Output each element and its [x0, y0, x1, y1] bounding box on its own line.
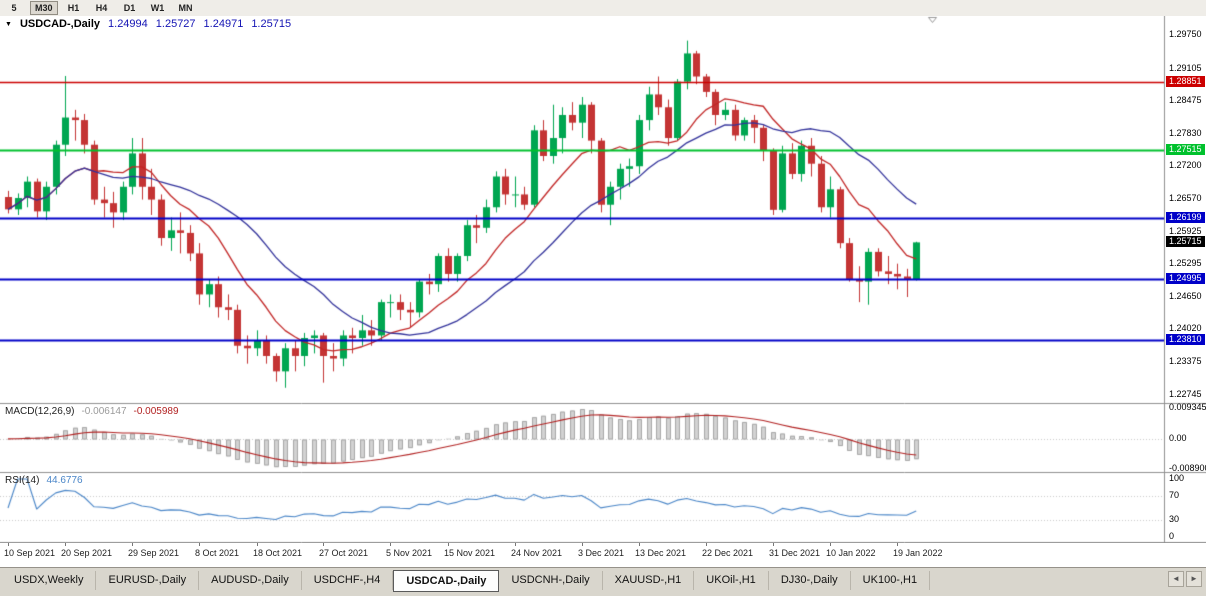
time-axis-label: 13 Dec 2021	[635, 548, 687, 558]
timeframe-button-m30[interactable]: M30	[30, 1, 58, 15]
price-axis-tick: 1.26570	[1169, 193, 1202, 203]
timeframe-toolbar: 5 M30 H1 H4 D1 W1 MN	[0, 0, 1206, 16]
tab-scroll-left-icon[interactable]: ◄	[1168, 571, 1184, 587]
time-axis-label: 10 Jan 2022	[826, 548, 876, 558]
price-level-badge: 1.27515	[1166, 144, 1205, 155]
price-axis-tick: 1.23375	[1169, 356, 1202, 366]
time-axis-tick	[257, 543, 258, 546]
macd-axis-tick: 0.009345	[1169, 402, 1206, 412]
macd-main-value: -0.006147	[81, 406, 127, 417]
timeframe-button-h4[interactable]: H4	[95, 3, 108, 13]
time-axis-tick	[132, 543, 133, 546]
ohlc-low: 1.24971	[203, 18, 244, 30]
tab-scroll-right-icon[interactable]: ►	[1186, 571, 1202, 587]
time-axis-label: 10 Sep 2021	[4, 548, 56, 558]
time-axis-label: 22 Dec 2021	[702, 548, 754, 558]
ohlc-open: 1.24994	[108, 18, 148, 30]
timeframe-button-mn[interactable]: MN	[178, 3, 193, 13]
macd-axis-tick: 0.00	[1169, 433, 1187, 443]
time-axis-tick	[515, 543, 516, 546]
rsi-axis-tick: 30	[1169, 514, 1180, 524]
time-axis-tick	[897, 543, 898, 546]
price-axis-tick: 1.28475	[1169, 95, 1202, 105]
chart-symbol-label: USDCAD-,Daily	[19, 18, 101, 30]
macd-axis-tick: -0.008900	[1169, 463, 1206, 473]
rsi-value: 44.6776	[46, 475, 83, 486]
price-axis[interactable]: 1.29750 1.29105 1.28475 1.27830 1.27200 1.265…	[1165, 16, 1206, 543]
chart-tab-xauusd-h1[interactable]: XAUUSD-,H1	[603, 571, 695, 590]
price-axis-tick: 1.25925	[1169, 226, 1202, 236]
time-axis-tick	[639, 543, 640, 546]
time-axis-label: 18 Oct 2021	[253, 548, 303, 558]
price-axis-tick: 1.25295	[1169, 258, 1202, 268]
time-axis-tick	[830, 543, 831, 546]
chart-tab-audusd-daily[interactable]: AUDUSD-,Daily	[199, 571, 302, 590]
timeframe-button-h1[interactable]: H1	[67, 3, 80, 13]
rsi-axis-tick: 100	[1169, 473, 1185, 483]
time-axis-tick	[582, 543, 583, 546]
tab-scroll-controls: ◄ ►	[1168, 571, 1202, 587]
price-axis-tick: 1.24650	[1169, 291, 1202, 301]
chart-tab-uk100-h1[interactable]: UK100-,H1	[851, 571, 931, 590]
price-level-badge: 1.26199	[1166, 212, 1205, 223]
current-price-badge: 1.25715	[1166, 236, 1205, 247]
price-axis-tick: 1.24020	[1169, 323, 1202, 333]
chart-tab-usdchf-h4[interactable]: USDCHF-,H4	[302, 571, 394, 590]
time-axis-tick	[773, 543, 774, 546]
time-axis-label: 8 Oct 2021	[195, 548, 240, 558]
time-axis-label: 15 Nov 2021	[444, 548, 496, 558]
time-axis-label: 5 Nov 2021	[386, 548, 433, 558]
time-axis-tick	[390, 543, 391, 546]
chart-menu-icon[interactable]: ▼	[5, 20, 12, 28]
chart-tab-eurusd-daily[interactable]: EURUSD-,Daily	[96, 571, 200, 590]
time-axis-tick	[448, 543, 449, 546]
timeframe-button-5[interactable]: 5	[11, 3, 17, 13]
rsi-axis-tick: 0	[1169, 531, 1175, 541]
time-axis-label: 20 Sep 2021	[61, 548, 113, 558]
price-axis-tick: 1.29750	[1169, 29, 1202, 39]
time-axis-tick	[706, 543, 707, 546]
timeframe-button-w1[interactable]: W1	[150, 3, 165, 13]
time-axis-tick	[8, 543, 9, 546]
ohlc-high: 1.25727	[155, 18, 196, 30]
rsi-indicator-label: RSI(14) 44.6776	[5, 475, 83, 486]
time-axis-label: 24 Nov 2021	[511, 548, 563, 558]
chart-tab-usdx-weekly[interactable]: USDX,Weekly	[2, 571, 97, 590]
chart-tab-ukoil-h1[interactable]: UKOil-,H1	[694, 571, 769, 590]
price-axis-tick: 1.29105	[1169, 63, 1202, 73]
rsi-axis-tick: 70	[1169, 490, 1180, 500]
chart-tab-usdcnh-daily[interactable]: USDCNH-,Daily	[499, 571, 603, 590]
chart-tab-usdcad-daily[interactable]: USDCAD-,Daily	[393, 570, 500, 592]
price-level-badge: 1.23810	[1166, 334, 1205, 345]
price-axis-tick: 1.22745	[1169, 389, 1202, 399]
ohlc-close: 1.25715	[251, 18, 292, 30]
macd-name: MACD(12,26,9)	[5, 406, 75, 417]
time-axis-label: 29 Sep 2021	[128, 548, 180, 558]
chart-tab-dj30-daily[interactable]: DJ30-,Daily	[769, 571, 851, 590]
time-axis-tick	[199, 543, 200, 546]
time-axis-label: 31 Dec 2021	[769, 548, 821, 558]
time-axis-tick	[65, 543, 66, 546]
price-axis-tick: 1.27830	[1169, 128, 1202, 138]
timeframe-button-d1[interactable]: D1	[123, 3, 136, 13]
time-axis-label: 27 Oct 2021	[319, 548, 369, 558]
time-axis-label: 3 Dec 2021	[578, 548, 625, 558]
price-axis-tick: 1.27200	[1169, 160, 1202, 170]
price-level-badge: 1.24995	[1166, 273, 1205, 284]
macd-indicator-label: MACD(12,26,9) -0.006147 -0.005989	[5, 406, 179, 417]
chart-ohlc-overlay: ▼ USDCAD-,Daily 1.24994 1.25727 1.24971 …	[5, 18, 291, 30]
price-level-badge: 1.28851	[1166, 76, 1205, 87]
time-axis-label: 19 Jan 2022	[893, 548, 943, 558]
macd-signal-value: -0.005989	[133, 406, 179, 417]
chart-tab-bar: USDX,Weekly EURUSD-,Daily AUDUSD-,Daily USD…	[0, 567, 1206, 596]
time-axis-tick	[323, 543, 324, 546]
time-axis[interactable]: 10 Sep 2021 20 Sep 2021 29 Sep 2021 8 Oct 2…	[0, 543, 1206, 567]
rsi-name: RSI(14)	[5, 475, 40, 486]
price-chart-canvas[interactable]	[0, 16, 1206, 543]
